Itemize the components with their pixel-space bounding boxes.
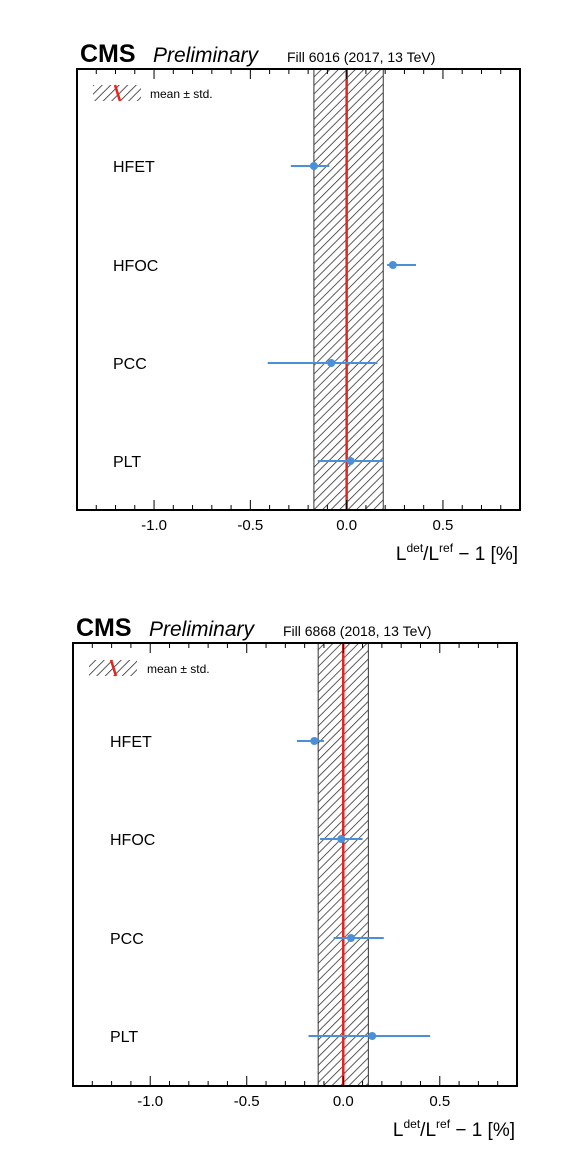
panel-1-fill-info: Fill 6016 (2017, 13 TeV): [287, 49, 435, 65]
panel-2-legend-line: [109, 659, 118, 677]
panel-2-tick-label-minus-0-5: -0.5: [234, 1093, 260, 1110]
panel-1-tick-label-0-0: 0.0: [336, 517, 357, 534]
panel-2-legend-label: mean ± std.: [147, 662, 210, 676]
panel-2-experiment: CMS: [76, 614, 132, 642]
panel-2-points: [296, 737, 431, 1040]
panel-2-detector-label-plt: PLT: [110, 1029, 138, 1046]
panel-1-detector-label-plt: PLT: [113, 454, 141, 471]
panel-2-tick-label-0-5: 0.5: [429, 1093, 450, 1110]
panel-1-detector-label-pcc: PCC: [113, 356, 147, 373]
panel-1-std-band: [313, 68, 384, 511]
panel-2-detector-label-hfet: HFET: [110, 734, 152, 751]
panel-2-hfoc-marker: [337, 835, 346, 843]
panel-1-pcc-marker: [327, 359, 336, 367]
panel-2-detector-label-pcc: PCC: [110, 931, 144, 948]
panel-1-detector-label-hfoc: HFOC: [113, 258, 158, 275]
panel-1-tick-label-minus-1-0: -1.0: [141, 517, 167, 534]
panel-2-x-axis-ticks: [91, 643, 518, 1086]
panel-1-status: Preliminary: [153, 44, 260, 67]
panel-1-detector-label-hfet: HFET: [113, 159, 155, 176]
panel-1-legend-line: [113, 84, 122, 102]
panel-1-plt-marker: [346, 457, 355, 465]
panel-1-x-axis-ticks: [95, 69, 521, 510]
panel-1-experiment: CMS: [80, 40, 136, 68]
panel-1-tick-label-0-5: 0.5: [433, 517, 454, 534]
panel-2: CMS Preliminary Fill 6868 (2018, 13 TeV)…: [72, 614, 518, 1141]
panel-2-status: Preliminary: [149, 618, 256, 641]
panel-1-plot-frame: [76, 68, 521, 511]
panel-2-hfet-marker: [310, 737, 319, 745]
panel-2-pcc-marker: [346, 934, 355, 942]
panel-2-plt-marker: [368, 1032, 377, 1040]
panel-2-detector-label-hfoc: HFOC: [110, 832, 155, 849]
panel-2-plot-frame: [72, 642, 518, 1087]
panel-1-legend-label: mean ± std.: [150, 87, 213, 101]
panel-1-hfoc-marker: [388, 261, 397, 269]
panel-1-tick-label-minus-0-5: -0.5: [237, 517, 263, 534]
panel-2-tick-label-minus-1-0: -1.0: [137, 1093, 163, 1110]
panel-1: CMS Preliminary Fill 6016 (2017, 13 TeV)…: [76, 40, 521, 565]
panel-1-x-axis-label: Ldet/Lref − 1 [%]: [396, 541, 518, 565]
panel-2-tick-label-0-0: 0.0: [333, 1093, 354, 1110]
panel-1-hfet-marker: [309, 162, 318, 170]
panel-1-points: [267, 162, 416, 465]
panel-2-legend: mean ± std.: [89, 659, 210, 677]
panel-2-x-axis-label: Ldet/Lref − 1 [%]: [393, 1117, 515, 1141]
panel-2-fill-info: Fill 6868 (2018, 13 TeV): [283, 623, 431, 639]
panel-1-legend: mean ± std.: [93, 84, 213, 102]
